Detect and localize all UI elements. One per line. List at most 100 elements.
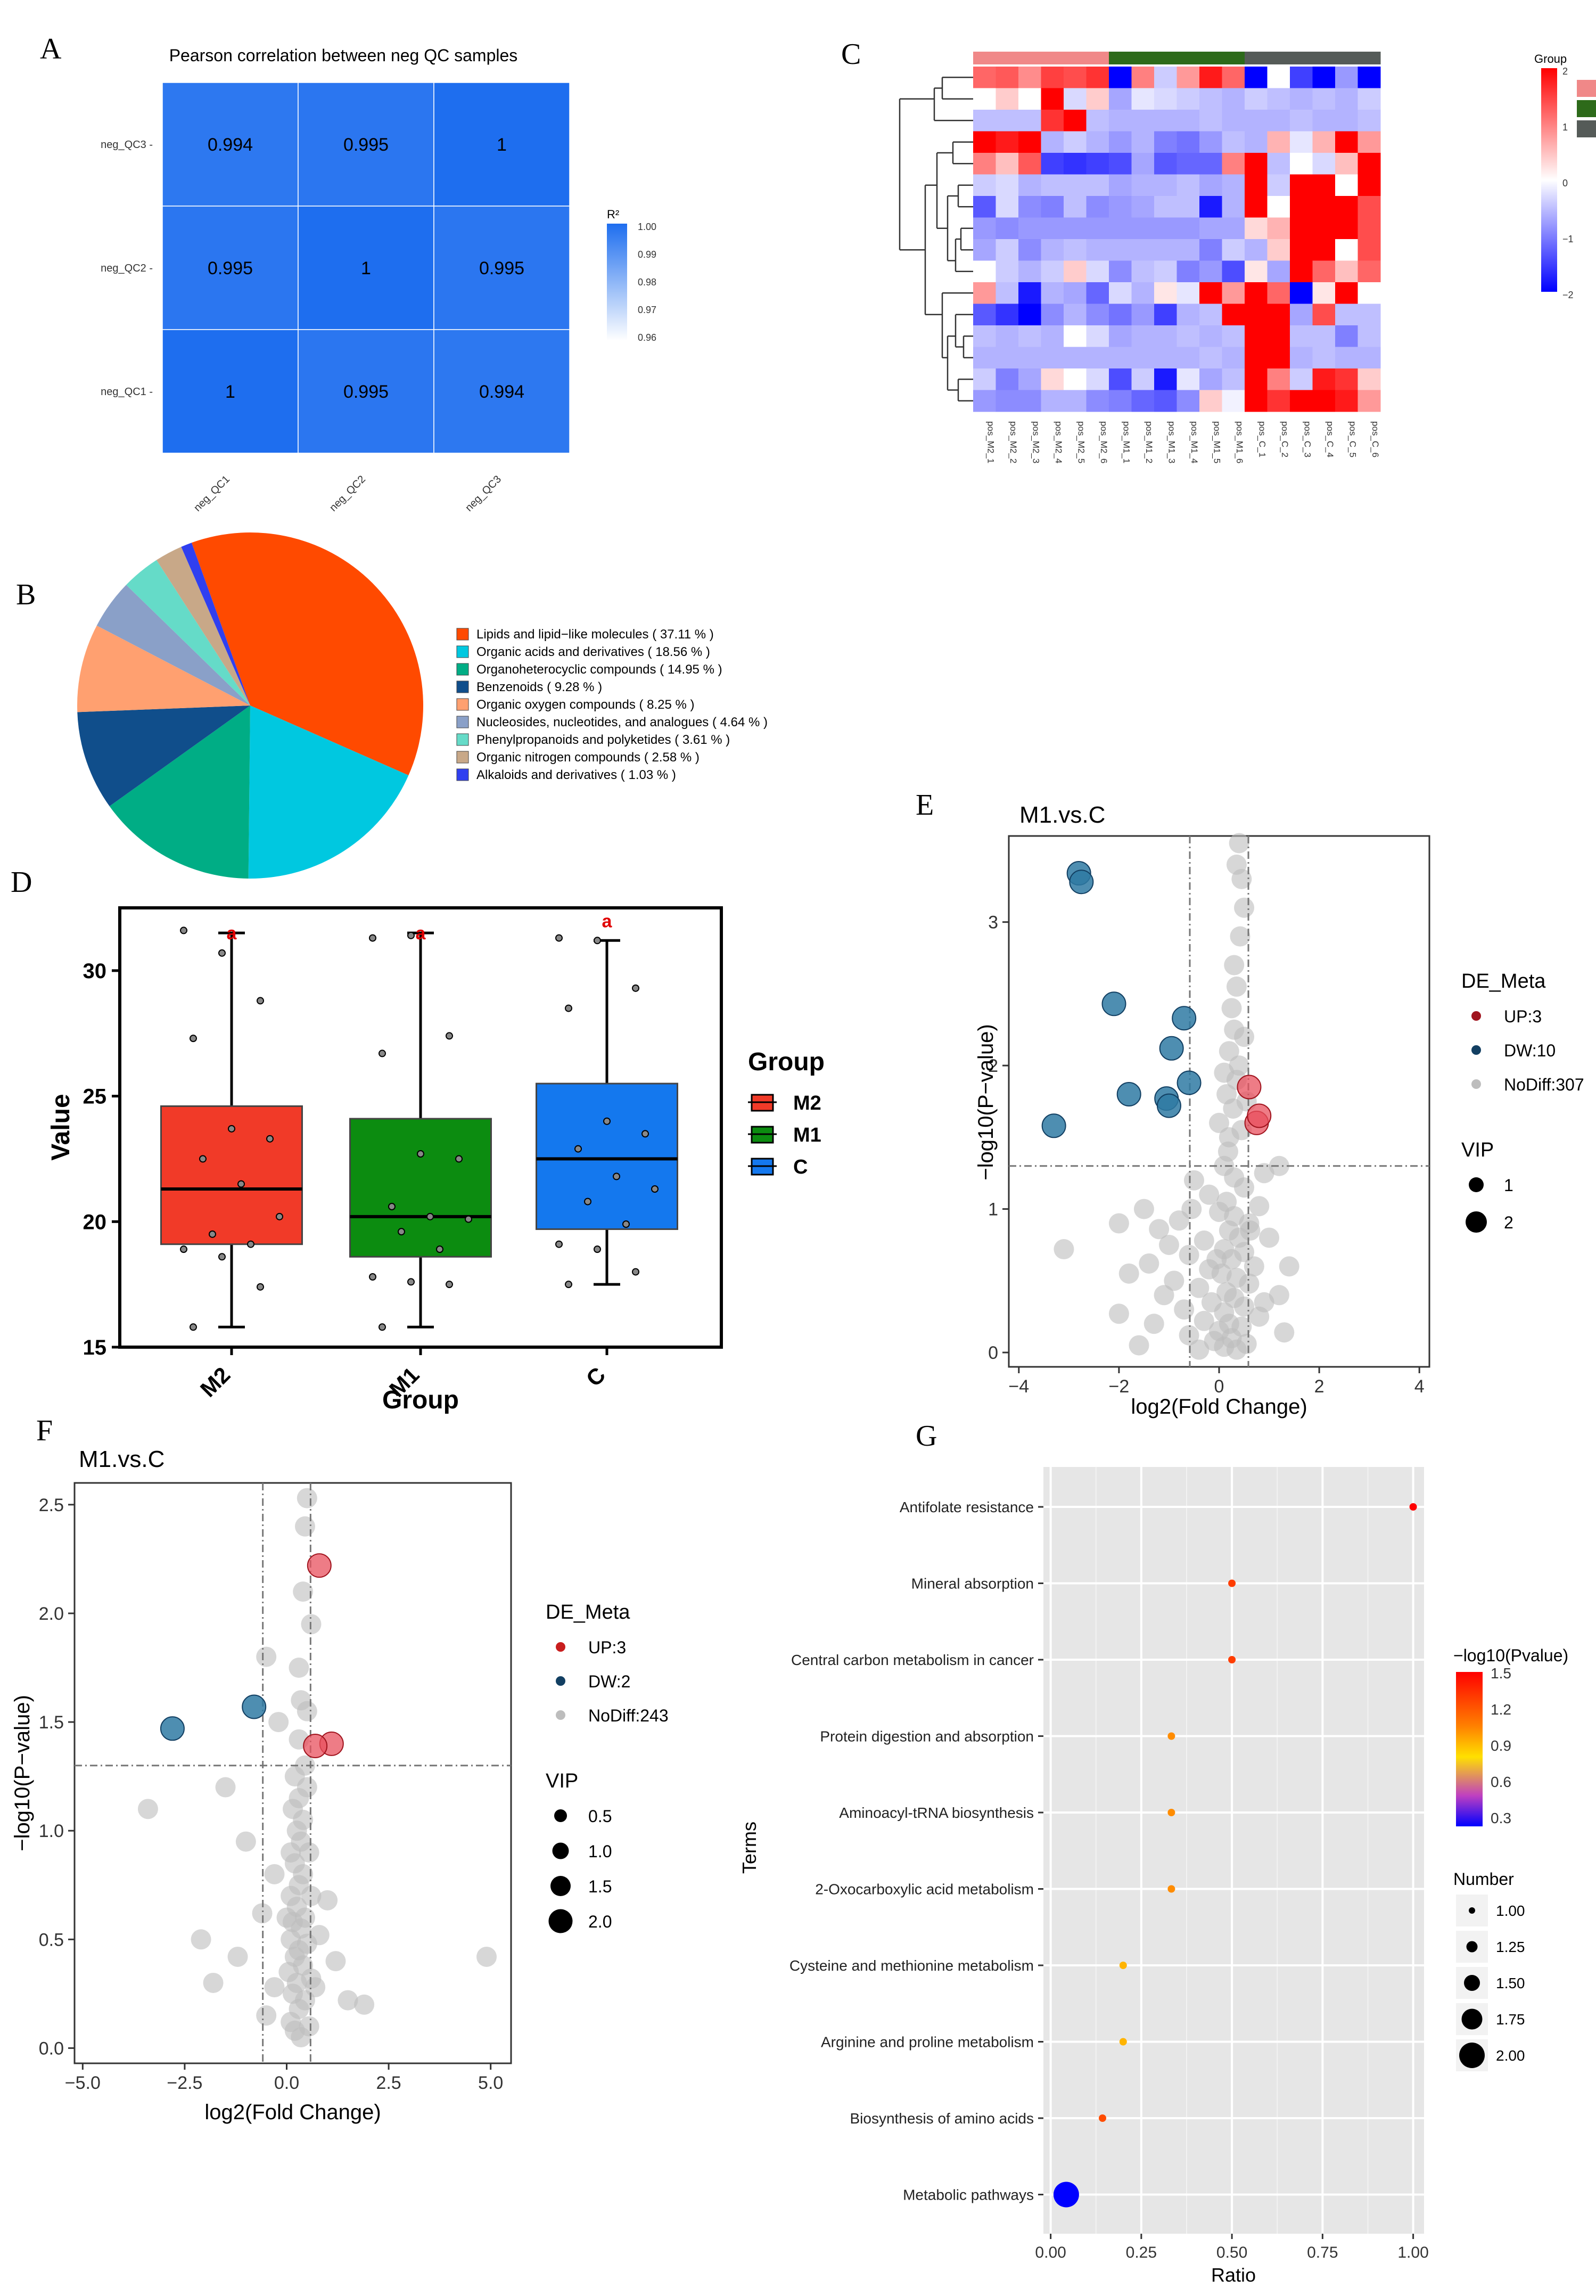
panel-c-cell (1335, 304, 1358, 326)
panel-c-cell (1131, 217, 1155, 240)
panel-c-cell (1131, 325, 1155, 347)
panel-b-legend-label: Phenylpropanoids and polyketides ( 3.61 … (476, 733, 730, 747)
panel-c-cell (1041, 110, 1064, 132)
panel-c-cell (1154, 217, 1177, 240)
panel-c-cell (1154, 174, 1177, 196)
panel-d-box (536, 1083, 678, 1230)
panel-c-dendrogram (899, 77, 973, 401)
panel-c-cell (973, 131, 996, 153)
volcano-point-nodiff (476, 1946, 497, 1967)
panel-g-color-legend: −log10(Pvalue) 1.5 1.2 0.9 0.6 0.3 (1453, 1646, 1568, 1826)
panel-c-legend-tick: −1 (1562, 234, 1574, 244)
volcano-point-nodiff (1269, 1155, 1289, 1176)
panel-g-size-legend-label: 1.75 (1496, 2011, 1525, 2028)
panel-c-cell (1177, 347, 1200, 369)
panel-letter-d: D (11, 866, 32, 899)
volcano-xtick-label: 2 (1314, 1376, 1324, 1397)
panel-c-col-label: pos_M1_4 (1189, 421, 1199, 463)
panel-letter-a: A (40, 32, 62, 65)
panel-c-cell (1267, 260, 1290, 283)
volcano-point-nodiff (191, 1929, 211, 1950)
volcano-point-nodiff (227, 1946, 248, 1967)
panel-c-cell (1312, 88, 1336, 110)
volcano-point-nodiff (1181, 1199, 1202, 1219)
panel-c-legend-tick: −2 (1562, 290, 1574, 300)
panel-c-col-label: pos_M1_6 (1235, 421, 1245, 463)
panel-c-cell (1267, 196, 1290, 218)
panel-c-cell (1177, 390, 1200, 412)
panel-c-cell (996, 67, 1019, 88)
panel-c-cell (1290, 304, 1313, 326)
panel-c-cell (1018, 282, 1041, 304)
panel-c-cell (973, 196, 996, 218)
volcano-point-nodiff (294, 1516, 315, 1537)
panel-c-cell (1154, 131, 1177, 153)
panel-c-cell (1222, 304, 1245, 326)
panel-b-pie-slice (156, 546, 250, 706)
panel-c-cell (1018, 304, 1041, 326)
volcano-point-nodiff (1259, 1227, 1280, 1248)
panel-d-point (565, 1281, 572, 1289)
panel-d-point (398, 1228, 405, 1236)
panel-c-cell (1041, 368, 1064, 390)
volcano-point-nodiff (1249, 1196, 1270, 1217)
panel-c-cell (1290, 325, 1313, 347)
panel-d-point (584, 1198, 591, 1206)
panel-g-color-tick: 0.6 (1491, 1774, 1511, 1790)
panel-c-cell (1131, 390, 1155, 412)
volcano-point-nodiff (1219, 1127, 1239, 1147)
panel-c-cell (1199, 390, 1222, 412)
panel-g-size-legend-dot (1466, 1941, 1478, 1953)
panel-c-cell (1199, 153, 1222, 175)
panel-c-group-bar-cell (1312, 52, 1336, 64)
panel-c-cell (1222, 153, 1245, 175)
panel-c-cell (1086, 325, 1109, 347)
panel-d-ytick-label: 30 (83, 960, 107, 983)
volcano-point-down (1041, 1113, 1066, 1138)
panel-b-legend-swatch (456, 698, 469, 711)
panel-d-point (603, 1117, 611, 1125)
panel-a-cell (433, 329, 570, 454)
panel-c-cell (1222, 260, 1245, 283)
panel-g-term-label: Cysteine and methionine metabolism (789, 1957, 1034, 1974)
volcano-point-nodiff (1274, 1322, 1295, 1343)
panel-c-cell (1312, 174, 1336, 196)
panel-c-group-bar-cell (1177, 52, 1200, 64)
panel-c-col-label: pos_C_6 (1370, 421, 1380, 457)
panel-letters: A C B D E F G (11, 32, 937, 1453)
volcano-point-nodiff (1231, 868, 1252, 889)
panel-c-cell (1041, 217, 1064, 240)
panel-c-cell (1222, 110, 1245, 132)
volcano-point-down (1156, 1093, 1181, 1118)
panel-c-cell (1018, 110, 1041, 132)
panel-c-cell (1109, 153, 1132, 175)
panel-c-cell (1199, 347, 1222, 369)
panel-c-cell (1199, 260, 1222, 283)
panel-c-cell (1018, 260, 1041, 283)
panel-c-cell (1064, 67, 1087, 88)
panel-c-cell (1041, 282, 1064, 304)
panel-c-dendrogram-branch (947, 195, 958, 261)
panel-b-legend-swatch (456, 628, 469, 641)
panel-c-cell (1177, 217, 1200, 240)
panel-d-point (622, 1220, 630, 1228)
volcano-size-legend-label: 2 (1504, 1213, 1513, 1232)
panel-c-cell (1064, 347, 1087, 369)
volcano-point-down (1159, 1036, 1184, 1061)
volcano-point-nodiff (1158, 1234, 1179, 1255)
volcano-legend-dot (556, 1642, 565, 1652)
panel-c-cell (1064, 110, 1087, 132)
panel-a-col-label: neg_QC3 (463, 473, 504, 514)
panel-g-colorbar (1456, 1672, 1483, 1826)
panel-g-term-point (1167, 1732, 1175, 1740)
panel-c-cell (1086, 110, 1109, 132)
volcano-legend-label: NoDiff:307 (1504, 1075, 1584, 1094)
panel-c-dendrogram-branch (955, 314, 973, 348)
panel-b-pie-slice (96, 585, 250, 706)
volcano-point-nodiff (1154, 1285, 1174, 1306)
panel-c-dendrogram-branch (962, 335, 973, 358)
panel-c-cell (1245, 217, 1268, 240)
volcano-ytick-label: 1.5 (39, 1712, 64, 1733)
panel-c-cell (1064, 368, 1087, 390)
panel-a-cell-label: 0.995 (343, 382, 389, 402)
